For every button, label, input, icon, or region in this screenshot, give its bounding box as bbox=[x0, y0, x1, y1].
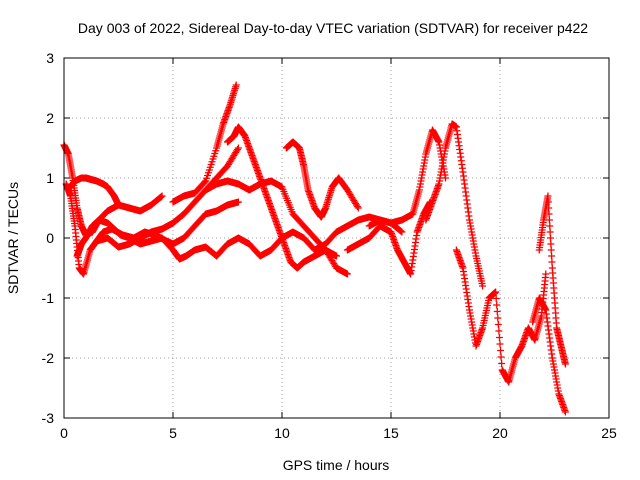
tick-labels: 0 5 10 15 20 25 -3 -2 -1 0 1 2 3 bbox=[42, 50, 617, 441]
data-point bbox=[495, 327, 503, 335]
data-point bbox=[546, 222, 554, 230]
y-tick-label: 0 bbox=[46, 230, 54, 246]
data-points bbox=[60, 81, 569, 416]
x-tick-label: 0 bbox=[60, 425, 68, 441]
data-point bbox=[546, 228, 554, 236]
y-tick-label: 3 bbox=[46, 50, 54, 66]
x-axis-label: GPS time / hours bbox=[283, 457, 390, 473]
data-point bbox=[333, 252, 340, 260]
y-tick-label: -1 bbox=[42, 290, 55, 306]
data-point bbox=[158, 192, 166, 200]
x-tick-label: 10 bbox=[274, 425, 290, 441]
data-point bbox=[545, 216, 553, 224]
y-tick-label: -2 bbox=[42, 350, 55, 366]
data-point bbox=[545, 210, 553, 218]
data-point bbox=[201, 178, 209, 186]
series-sat-g bbox=[202, 177, 351, 278]
data-point bbox=[479, 282, 487, 290]
series-sat-h bbox=[224, 123, 340, 272]
data-point bbox=[544, 192, 552, 200]
x-tick-label: 5 bbox=[169, 425, 177, 441]
data-point bbox=[497, 347, 505, 354]
data-point bbox=[547, 234, 555, 242]
data-point bbox=[234, 144, 242, 152]
data-point bbox=[157, 193, 165, 201]
series-sat-p bbox=[529, 294, 569, 416]
data-point bbox=[496, 340, 504, 348]
data-point bbox=[234, 198, 242, 206]
series-sat-c bbox=[67, 174, 122, 209]
x-tick-label: 25 bbox=[601, 425, 617, 441]
series-sat-f bbox=[169, 81, 240, 206]
data-point bbox=[492, 295, 500, 302]
data-point bbox=[495, 334, 503, 341]
x-tick-label: 20 bbox=[492, 425, 508, 441]
series-sat-l bbox=[365, 126, 449, 230]
data-point bbox=[494, 314, 502, 322]
data-point bbox=[545, 204, 553, 212]
series-sat-d bbox=[73, 216, 242, 263]
series-sat-m bbox=[422, 120, 487, 290]
data-point bbox=[493, 308, 501, 315]
chart-title: Day 003 of 2022, Sidereal Day-to-day VTE… bbox=[78, 20, 588, 36]
data-point bbox=[115, 201, 122, 209]
series-sat-n bbox=[452, 246, 550, 386]
data-point bbox=[561, 408, 569, 416]
data-point bbox=[547, 246, 555, 254]
data-point bbox=[547, 240, 555, 248]
data-point bbox=[544, 198, 552, 206]
series-sat-e bbox=[93, 144, 242, 251]
data-point bbox=[493, 301, 501, 309]
data-point bbox=[561, 360, 569, 368]
x-tick-label: 15 bbox=[383, 425, 399, 441]
series-sat-o bbox=[535, 192, 569, 368]
data-point bbox=[498, 360, 506, 367]
data-point bbox=[497, 353, 505, 361]
series-sat-i bbox=[282, 138, 362, 221]
series-sat-j bbox=[234, 213, 406, 260]
data-point bbox=[354, 204, 362, 212]
data-point bbox=[492, 288, 500, 296]
axis-ticks bbox=[63, 57, 610, 419]
y-tick-label: 1 bbox=[46, 170, 54, 186]
data-point bbox=[494, 321, 502, 328]
data-point bbox=[548, 258, 556, 266]
data-point bbox=[397, 227, 405, 235]
data-point bbox=[233, 146, 241, 153]
data-point bbox=[343, 270, 351, 278]
data-point bbox=[548, 252, 556, 260]
data-point bbox=[353, 203, 361, 210]
y-tick-label: -3 bbox=[42, 410, 55, 426]
data-point bbox=[542, 270, 550, 278]
data-point bbox=[398, 228, 406, 236]
y-axis-label: SDTVAR / TECUs bbox=[5, 182, 21, 294]
data-point bbox=[232, 81, 240, 89]
y-tick-label: 2 bbox=[46, 110, 54, 126]
